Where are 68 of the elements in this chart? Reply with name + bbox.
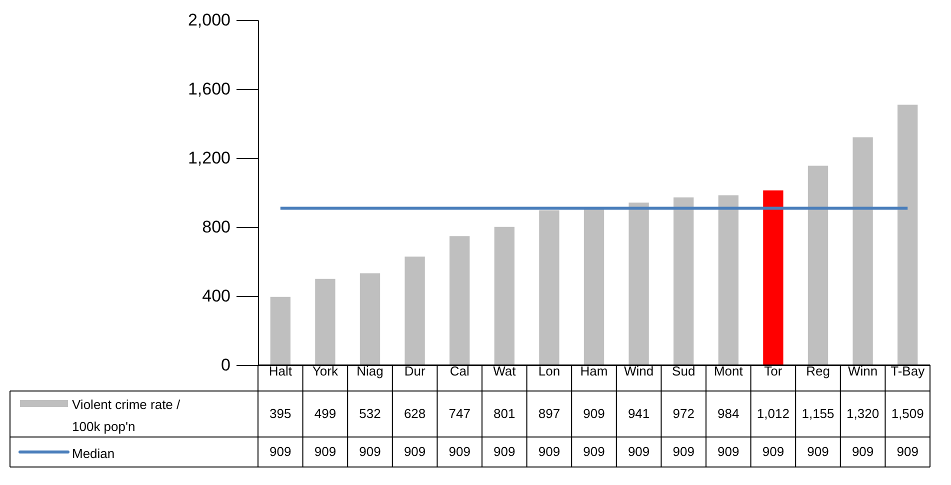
bar xyxy=(852,137,873,365)
bar xyxy=(404,256,425,365)
data-label: 628 xyxy=(404,406,426,421)
data-label: 909 xyxy=(314,444,336,459)
data-label: 801 xyxy=(494,406,516,421)
data-label: 941 xyxy=(628,406,650,421)
y-tick-label: 1,600 xyxy=(188,80,230,98)
y-tick-label: 400 xyxy=(202,286,230,306)
bar xyxy=(584,208,604,365)
data-label: 395 xyxy=(270,406,292,421)
x-tick-label: Tor xyxy=(764,364,783,378)
data-label: 909 xyxy=(852,444,874,459)
bar xyxy=(763,190,784,365)
bar xyxy=(808,166,828,365)
data-label: 1,155 xyxy=(802,406,834,421)
data-label: 909 xyxy=(270,444,292,459)
bar xyxy=(315,278,336,365)
data-label: 909 xyxy=(672,444,694,459)
data-label: 909 xyxy=(718,444,740,459)
bar xyxy=(674,197,694,365)
x-tick-label: Mont xyxy=(714,364,744,378)
legend-label: Violent crime rate / 100k pop'n xyxy=(72,397,181,434)
y-tick-label: 800 xyxy=(202,218,230,236)
data-label: 909 xyxy=(583,406,605,421)
x-tick-label: Cal xyxy=(450,364,470,378)
data-label: 1,509 xyxy=(891,406,924,421)
data-label: 532 xyxy=(359,406,381,421)
x-tick-label: Ham xyxy=(580,364,608,378)
data-label: 909 xyxy=(807,444,829,459)
data-label: 909 xyxy=(538,444,560,459)
bar xyxy=(718,195,738,365)
x-tick-label: T-Bay xyxy=(890,364,926,378)
x-tick-label: Winn xyxy=(848,364,878,378)
bar xyxy=(898,104,918,365)
data-label: 972 xyxy=(672,406,694,421)
data-label: 1,320 xyxy=(846,406,880,421)
y-tick-label: 0 xyxy=(221,356,230,374)
data-label: 909 xyxy=(628,444,650,459)
x-tick-label: Reg xyxy=(806,364,830,378)
data-label: 984 xyxy=(718,406,740,421)
data-label: 909 xyxy=(762,444,784,459)
x-tick-label: Lon xyxy=(538,364,560,378)
data-label: 909 xyxy=(448,444,470,459)
x-tick-label: Niag xyxy=(356,364,384,378)
bar xyxy=(539,210,560,365)
x-tick-label: Sud xyxy=(672,364,696,378)
x-tick-label: York xyxy=(312,364,338,378)
bar xyxy=(450,236,470,365)
data-label: 499 xyxy=(314,406,336,421)
data-label: 909 xyxy=(583,444,605,459)
y-tick-label: 1,200 xyxy=(188,148,230,168)
bar xyxy=(494,226,514,365)
bar xyxy=(628,202,649,365)
data-label: 909 xyxy=(494,444,516,459)
data-label: 1,012 xyxy=(756,406,790,421)
x-tick-label: Halt xyxy=(268,364,292,378)
bar xyxy=(360,273,380,365)
x-tick-label: Dur xyxy=(404,364,426,378)
data-label: 909 xyxy=(404,444,426,459)
data-label: 909 xyxy=(896,444,918,459)
data-label: 909 xyxy=(359,444,381,459)
data-label: 747 xyxy=(448,406,470,421)
x-tick-label: Wat xyxy=(493,364,516,378)
y-tick-label: 2,000 xyxy=(188,10,230,30)
legend-label: Median xyxy=(72,446,115,461)
data-label: 897 xyxy=(538,406,560,421)
bar xyxy=(270,296,290,365)
x-tick-label: Wind xyxy=(624,364,654,378)
